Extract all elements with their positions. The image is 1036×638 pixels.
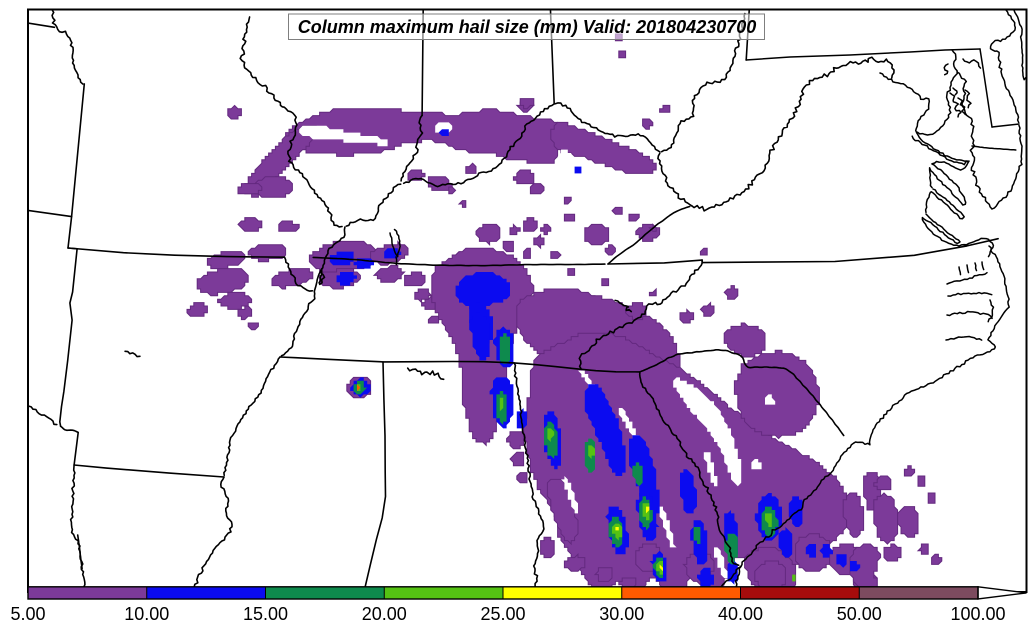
svg-text:Column maximum hail size (mm): Column maximum hail size (mm) Valid: 201… (298, 17, 757, 37)
svg-text:15.00: 15.00 (243, 604, 288, 624)
svg-text:100.00: 100.00 (950, 604, 1005, 624)
svg-text:25.00: 25.00 (480, 604, 525, 624)
svg-text:40.00: 40.00 (718, 604, 763, 624)
svg-text:30.00: 30.00 (599, 604, 644, 624)
svg-text:5.00: 5.00 (10, 604, 45, 624)
svg-text:10.00: 10.00 (124, 604, 169, 624)
svg-text:20.00: 20.00 (362, 604, 407, 624)
svg-text:50.00: 50.00 (837, 604, 882, 624)
